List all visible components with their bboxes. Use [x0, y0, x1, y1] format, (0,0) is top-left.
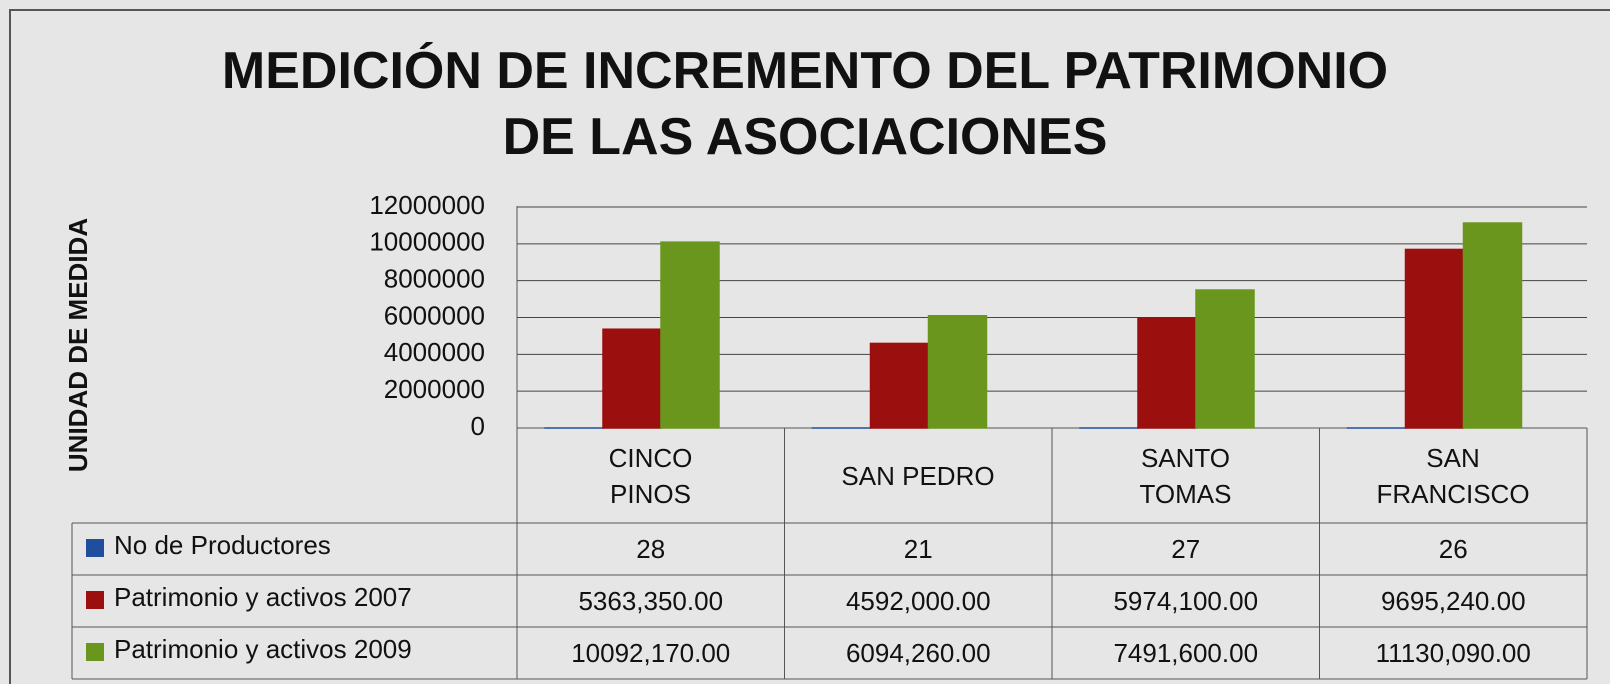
y-tick-label: 0: [471, 411, 485, 441]
table-value: 7491,600.00: [1113, 638, 1258, 668]
bar: [927, 315, 988, 429]
table-value: 6094,260.00: [846, 638, 991, 668]
bar: [660, 241, 720, 429]
y-tick-label: 6000000: [384, 300, 485, 330]
chart-border: [9, 9, 1610, 684]
bar: [1137, 317, 1197, 429]
legend-label: Patrimonio y activos 2009: [114, 634, 412, 664]
x-tick-label: SANTO TOMAS: [1139, 442, 1232, 509]
chart-title: MEDICIÓN DE INCREMENTO DEL PATRIMONIO DE…: [221, 42, 1389, 166]
table-value: 28: [636, 534, 665, 564]
y-tick-label: 12000000: [369, 190, 485, 220]
bar: [602, 328, 662, 429]
y-tick-label: 10000000: [369, 227, 485, 257]
y-tick-label: 2000000: [384, 374, 485, 404]
table-value: 21: [904, 534, 933, 564]
table-value: 11130,090.00: [1376, 638, 1531, 668]
table-value: 9695,240.00: [1381, 586, 1526, 616]
table-value: 10092,170.00: [571, 638, 730, 668]
table-value: 27: [1171, 534, 1200, 564]
table-value: 26: [1439, 534, 1468, 564]
bar: [869, 342, 930, 429]
x-tick-label: SAN FRANCISCO: [1376, 442, 1530, 509]
legend-key: [86, 539, 104, 557]
bar: [1195, 289, 1255, 429]
legend-label: Patrimonio y activos 2007: [114, 582, 412, 612]
table-value: 5974,100.00: [1113, 586, 1258, 616]
x-tick-label: SAN PEDRO: [841, 460, 995, 491]
x-tick-label: CINCO PINOS: [608, 442, 693, 509]
legend-label: No de Productores: [114, 530, 331, 560]
legend-key: [86, 591, 104, 609]
bar: [1462, 222, 1523, 429]
bar: [1404, 248, 1465, 429]
y-tick-label: 8000000: [384, 264, 485, 294]
legend-key: [86, 643, 104, 661]
table-value: 5363,350.00: [578, 586, 723, 616]
table-value: 4592,000.00: [846, 586, 991, 616]
y-tick-label: 4000000: [384, 337, 485, 367]
y-axis-label: UNIDAD DE MEDIDA: [63, 218, 93, 472]
